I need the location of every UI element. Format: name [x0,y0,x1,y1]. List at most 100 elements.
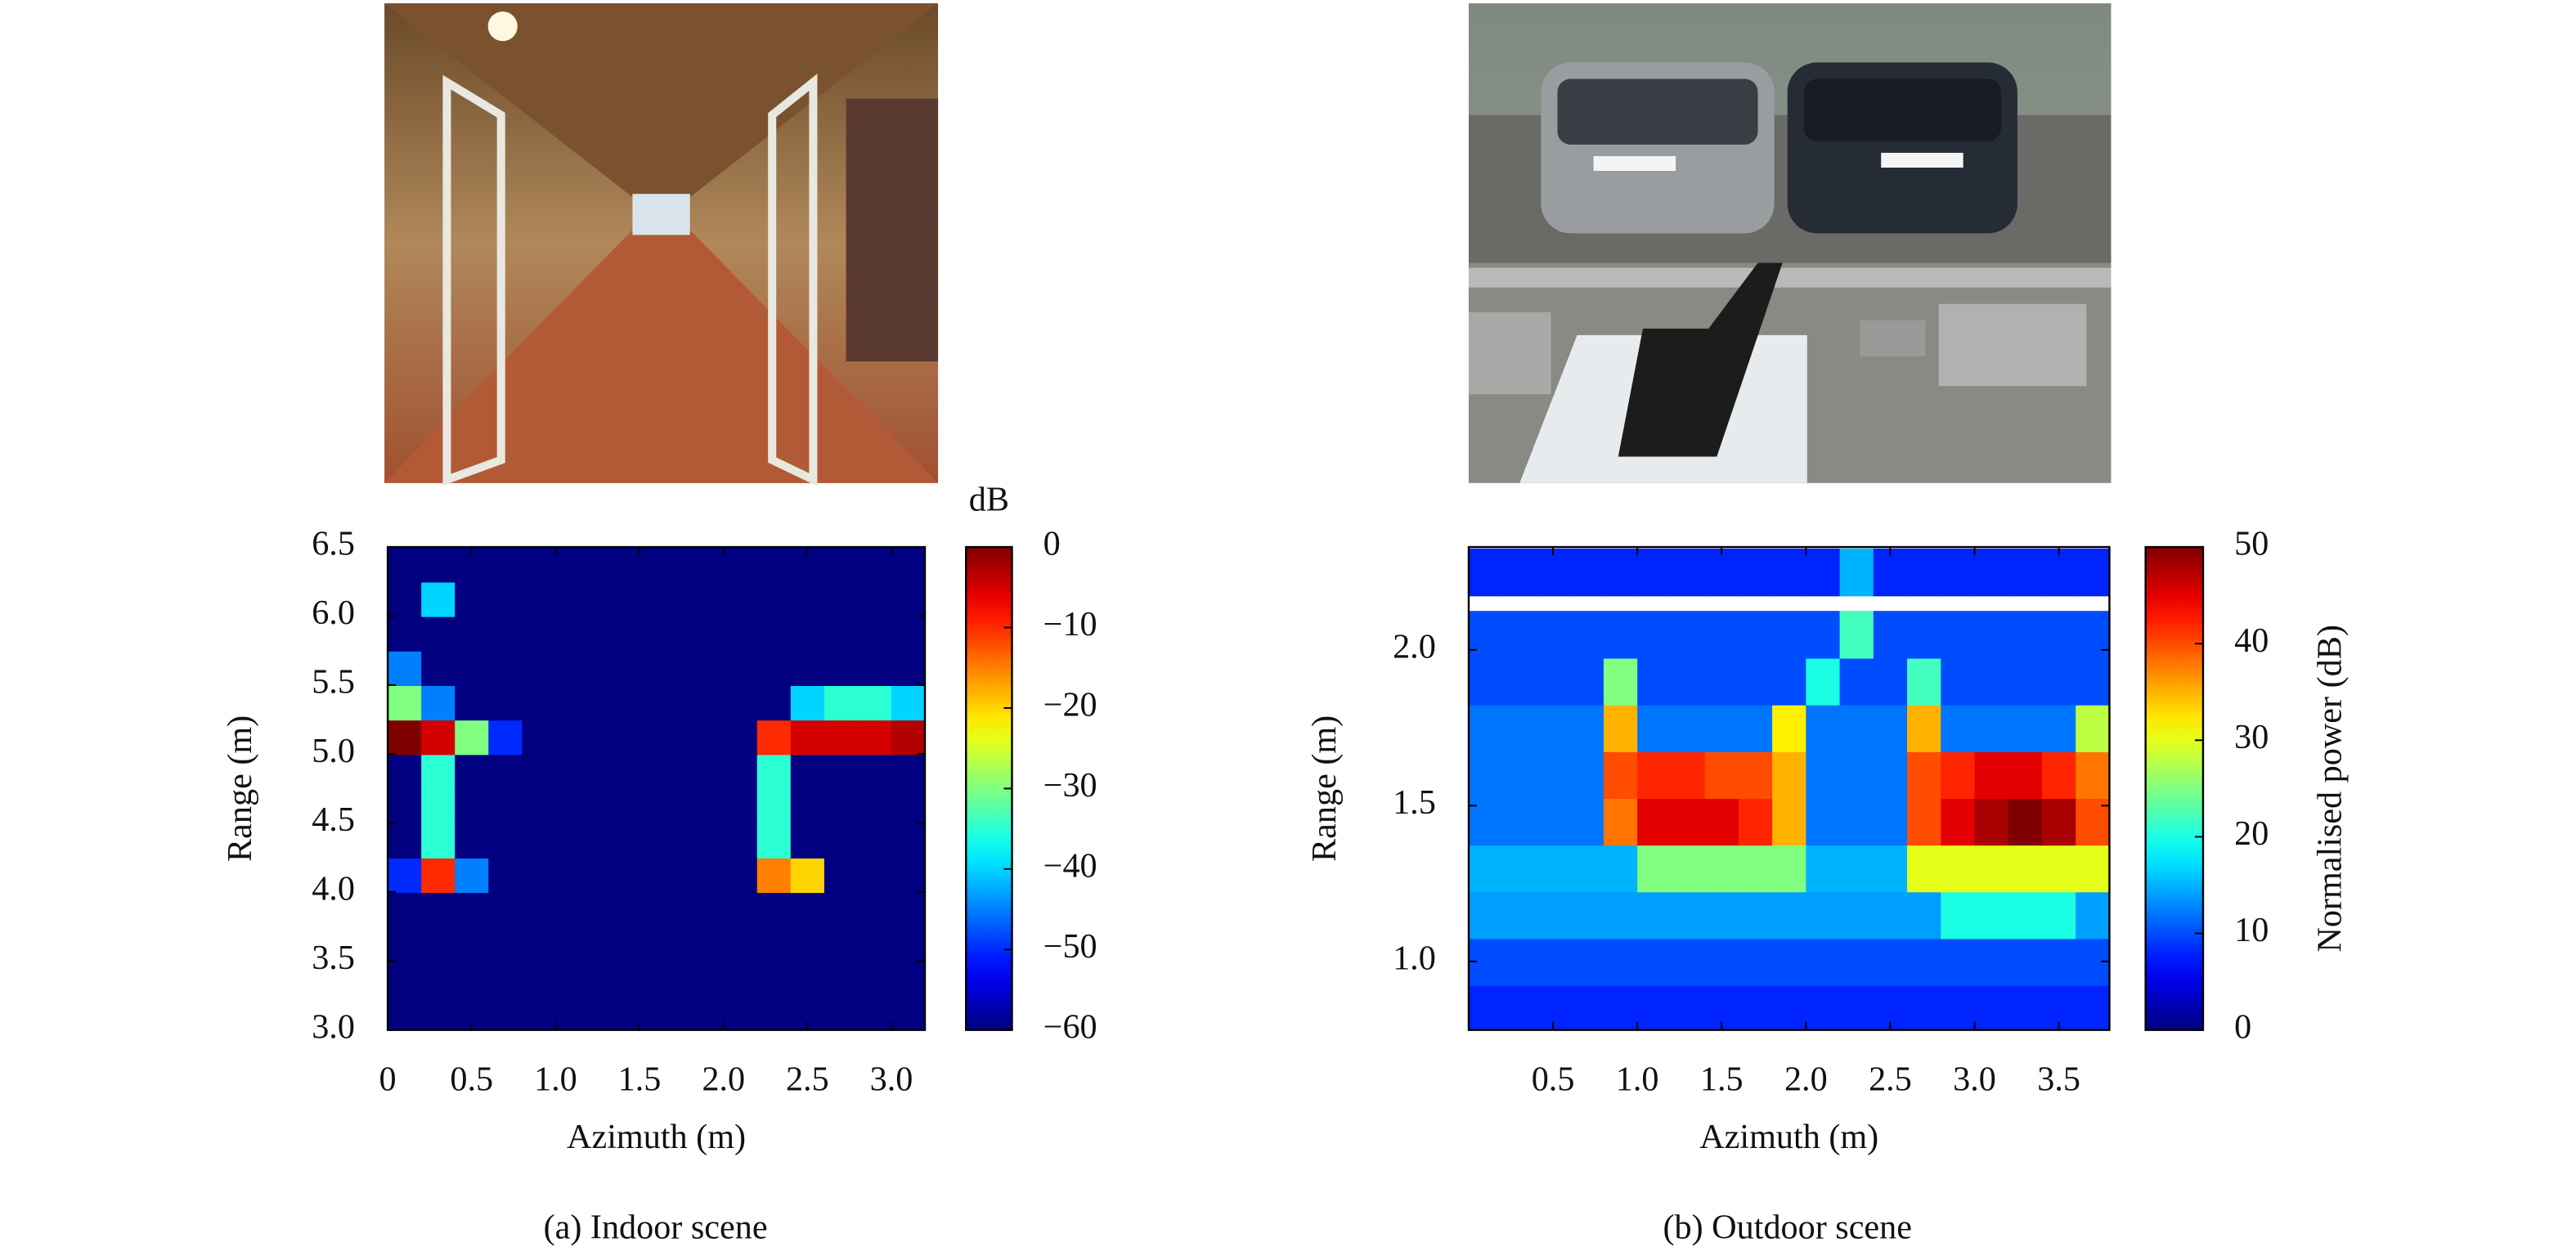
heatmap-cell [455,684,490,721]
y-axis-label: Range (m) [1305,715,1344,862]
heatmap-cell [2008,548,2044,597]
heatmap-cell [723,616,758,652]
heatmap-cell [857,961,893,997]
heatmap-cell [1704,548,1740,597]
heatmap-cell [824,719,859,756]
x-tick-label: 1.5 [618,1060,662,1099]
heatmap-cell [2041,611,2077,659]
heatmap-cell [723,926,758,962]
heatmap-cell [790,857,826,894]
heatmap-cell [1873,751,1909,799]
heatmap-cell [1536,611,1571,659]
heatmap-cell [689,754,725,790]
heatmap [1468,548,2110,1030]
x-axis-label: Azimuth (m) [1699,1118,1878,1156]
heatmap-cell [1738,704,1774,752]
heatmap-cell [2041,891,2077,939]
heatmap-cell [756,857,792,894]
x-tick-label: 2.5 [786,1060,829,1099]
heatmap-cell [689,684,725,721]
heatmap-cell [522,891,557,928]
heatmap-cell [790,650,826,687]
heatmap-cell [589,684,624,721]
heatmap-cell [857,926,893,962]
colorbar-tick-label: 0 [2234,1007,2251,1046]
heatmap-cell [2008,657,2044,706]
heatmap-cell [1671,611,1706,659]
heatmap-cell [1941,797,1976,846]
heatmap-cell [488,547,523,583]
x-tick-label: 3.5 [2037,1060,2080,1099]
heatmap-cell [1502,984,1537,1030]
heatmap-cell [891,995,926,1030]
heatmap-cell [622,926,657,962]
heatmap-cell [555,581,590,617]
heatmap-cell [656,788,691,824]
heatmap-cell [488,650,523,687]
heatmap-cell [1536,938,1571,986]
heatmap-cell [1671,844,1706,893]
y-tick-label: 2.0 [1393,627,1436,666]
heatmap-cell [589,650,624,687]
heatmap-cell [1569,751,1605,799]
heatmap-cell [1637,891,1672,939]
heatmap-cell [1704,844,1740,893]
heatmap-cell [824,684,859,721]
heatmap-cell [824,823,859,859]
heatmap-cell [689,857,725,894]
heatmap-cell [555,857,590,894]
heatmap-cell [1671,938,1706,986]
heatmap-cell [656,891,691,928]
heatmap-cell [1569,704,1605,752]
heatmap-cell [1603,611,1639,659]
heatmap-cell [488,823,523,859]
heatmap-cell [2076,891,2110,939]
heatmap-cell [857,857,893,894]
heatmap-cell [522,961,557,997]
heatmap-cell [1772,704,1807,752]
heatmap-cell [1536,751,1571,799]
heatmap-cell [1806,797,1841,846]
heatmap-cell [488,961,523,997]
heatmap-cell [421,926,456,962]
heatmap-cell [2076,657,2110,706]
heatmap-cell [1806,704,1841,752]
heatmap-cell [1974,984,2009,1030]
heatmap-cell [723,788,758,824]
heatmap-cell [1839,751,1875,799]
heatmap-cell [790,823,826,859]
heatmap-cell [723,581,758,617]
heatmap-cell [1839,704,1875,752]
heatmap-cell [2008,611,2044,659]
heatmap-cell [1772,984,1807,1030]
heatmap-cell [756,788,792,824]
heatmap-cell [1839,611,1875,659]
heatmap-cell [488,926,523,962]
heatmap-cell [589,616,624,652]
heatmap-cell [1974,611,2009,659]
heatmap-cell [1468,844,1504,893]
heatmap-cell [1468,751,1504,799]
heatmap-cell [1974,548,2009,597]
heatmap-cell [891,547,926,583]
heatmap-cell [656,581,691,617]
heatmap-cell [1839,984,1875,1030]
heatmap-cell [1502,891,1537,939]
heatmap-cell [1502,657,1537,706]
heatmap-cell [2008,891,2044,939]
heatmap-cell [2008,938,2044,986]
colorbar-tick-label: −50 [1043,927,1097,966]
heatmap-cell [2041,548,2077,597]
y-tick-label: 4.5 [312,800,355,839]
x-tick-label: 1.0 [1616,1060,1659,1099]
heatmap-cell [1671,548,1706,597]
heatmap-cell [824,581,859,617]
heatmap-cell [589,719,624,756]
heatmap-cell [455,891,490,928]
plot-frame [386,545,927,1031]
heatmap-cell [1873,844,1909,893]
heatmap-cell [1536,657,1571,706]
heatmap-cell [555,547,590,583]
heatmap-cell [1839,657,1875,706]
heatmap-cell [1873,797,1909,846]
